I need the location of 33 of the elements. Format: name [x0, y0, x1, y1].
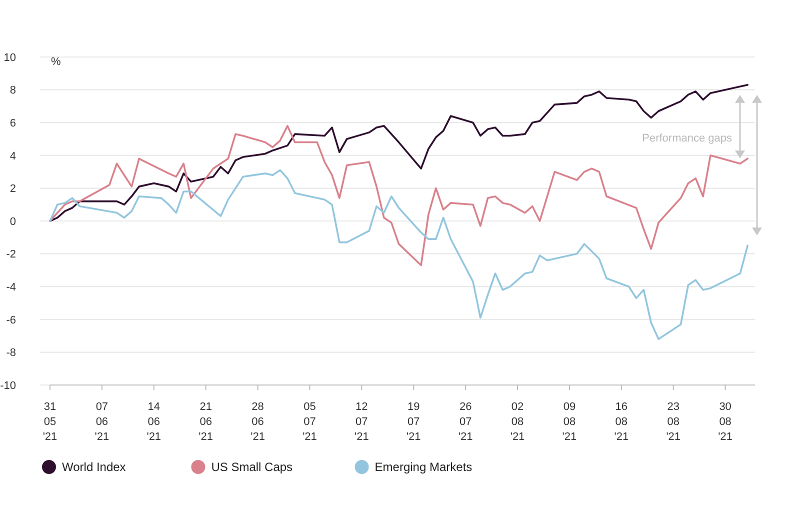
legend-label: World Index	[62, 460, 126, 474]
x-tick-label: 05 07 '21	[302, 401, 317, 443]
x-tick-label: 16 08 '21	[614, 401, 629, 443]
x-tick-label: 09 08 '21	[562, 401, 577, 443]
legend-label: US Small Caps	[211, 460, 293, 474]
y-tick-label: -2	[6, 248, 16, 261]
y-tick-label: 0	[10, 216, 16, 228]
y-tick-label: -4	[6, 281, 16, 294]
line-series	[49, 169, 748, 340]
x-tick-label: 30 08 '21	[718, 401, 732, 443]
x-tick-label: 14 06 '21	[146, 401, 162, 443]
y-tick-label: -6	[6, 314, 16, 326]
x-tick-label: 12 07 '21	[354, 401, 369, 443]
annotation: Performance gaps	[642, 132, 732, 144]
x-tick-label: 31 05 '21	[42, 401, 58, 443]
y-tick-label: 8	[10, 84, 16, 97]
y-axis-title: %	[51, 56, 61, 68]
x-tick-label: 26 07 '21	[458, 401, 473, 443]
y-tick-label: 2	[10, 183, 16, 196]
y-tick-label: 10	[4, 52, 16, 64]
y-tick-label: -8	[6, 347, 16, 360]
x-tick-label: 07 06 '21	[94, 401, 110, 443]
line-series	[49, 84, 748, 222]
x-tick-label: 02 08 '21	[510, 401, 525, 443]
x-tick-label: 21 06 '21	[198, 401, 214, 443]
line-series	[49, 124, 748, 266]
x-tick-label: 19 07 '21	[406, 401, 421, 443]
legend-label: Emerging Markets	[374, 460, 472, 474]
y-tick-label: -10	[0, 380, 16, 392]
x-tick-label: 23 08 '21	[666, 401, 681, 443]
y-tick-label: 4	[10, 150, 16, 162]
y-tick-label: 6	[10, 117, 16, 130]
x-tick-label: 28 06 '21	[250, 401, 265, 443]
